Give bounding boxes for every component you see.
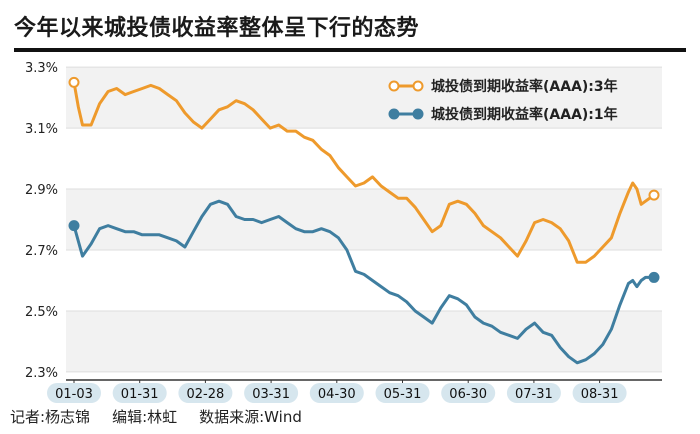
x-tick-label: 03-31	[252, 387, 290, 402]
y-tick-label: 2.7%	[25, 244, 58, 259]
x-tick-pill	[112, 383, 167, 403]
legend-marker	[388, 80, 400, 92]
grid-bands	[66, 66, 662, 373]
x-tick-label: 06-30	[449, 387, 487, 402]
legend-label: 城投债到期收益率(AAA):3年	[431, 78, 618, 95]
data-source: 数据来源:Wind	[199, 408, 302, 426]
legend-label: 城投债到期收益率(AAA):1年	[431, 106, 618, 123]
title-divider	[14, 48, 686, 52]
x-tick-pill	[572, 383, 627, 403]
x-tick-label: 04-30	[318, 387, 356, 402]
series-line-3y	[72, 80, 656, 264]
x-axis: 01-03 01-31 02-28 03-31 04-30 05-31 06-30 07-31…	[47, 379, 662, 403]
x-tick-label: 05-31	[384, 387, 422, 402]
series-end-marker	[68, 76, 80, 88]
grid-band	[66, 189, 662, 250]
x-tick-label: 02-28	[187, 387, 225, 402]
footer: 记者:杨志锦 编辑:林虹 数据来源:Wind	[10, 406, 302, 427]
x-tick-pill	[375, 383, 430, 403]
x-tick-label: 01-03	[55, 387, 93, 402]
x-tick-pill	[441, 383, 496, 403]
x-tick-label: 01-31	[121, 387, 159, 402]
x-tick-label: 08-31	[581, 387, 619, 402]
series-line-1y	[72, 199, 656, 365]
grid-band	[66, 310, 662, 372]
legend-marker	[412, 108, 424, 120]
y-tick-label: 3.3%	[25, 61, 58, 76]
x-tick-pill	[244, 383, 299, 403]
x-tick-pill	[47, 383, 101, 403]
x-tick-pill	[309, 383, 364, 403]
chart-title: 今年以来城投债收益率整体呈下行的态势	[14, 16, 420, 41]
series-end-marker	[68, 220, 80, 232]
series-lines	[68, 76, 660, 365]
series-end-marker	[648, 271, 660, 283]
y-axis: 3.3% 3.1% 2.9% 2.7% 2.5% 2.3%	[25, 61, 58, 381]
x-tick-pill	[178, 383, 233, 403]
y-tick-label: 2.5%	[25, 305, 58, 320]
x-tick-label: 07-31	[515, 387, 553, 402]
y-tick-label: 2.3%	[25, 366, 58, 381]
legend-marker	[388, 108, 400, 120]
reporter-credit: 记者:杨志锦	[10, 408, 91, 426]
series-end-marker	[648, 189, 660, 201]
legend-marker	[412, 80, 424, 92]
x-tick-pill	[506, 383, 561, 403]
y-tick-label: 2.9%	[25, 183, 58, 198]
grid-band	[66, 67, 662, 129]
editor-credit: 编辑:林虹	[112, 408, 178, 426]
y-tick-label: 3.1%	[25, 122, 58, 137]
